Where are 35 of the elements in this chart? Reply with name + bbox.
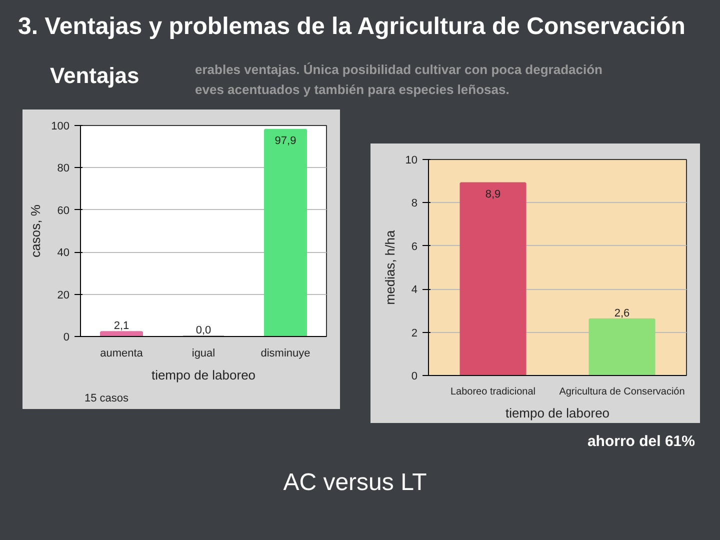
data-label: 2,6 [614,307,630,320]
y-tick-label: 0 [411,370,418,382]
y-tick-label: 100 [51,120,70,132]
x-tick-label: igual [192,348,216,360]
y-tick-label: 40 [57,247,70,260]
text: ahorro del 61% [587,432,695,452]
data-label: 8,9 [485,188,501,200]
text: AC versus LT [283,468,427,498]
x-axis-title: tiempo de laboreo [151,368,256,382]
y-tick-label: 4 [411,284,418,296]
y-tick-label: 80 [57,162,70,175]
y-tick-label: 2 [411,327,418,340]
text: eves acentuados y también para especies leñosas. [195,82,510,97]
y-tick-label: 8 [411,198,418,210]
text: 15 casos [84,392,130,404]
y-tick-label: 20 [57,289,70,302]
y-axis-title: casos, % [28,204,44,258]
data-label: 2,1 [114,320,130,332]
chart-title: 3. Ventajas y problemas de la Agricultura de Conservación [18,12,686,42]
y-tick-label: 6 [411,240,418,253]
x-tick-label: disminuye [260,348,310,360]
bar [264,128,307,336]
y-tick-label: 0 [63,332,70,344]
x-tick-label: aumenta [100,348,144,360]
text: Ventajas [50,62,140,90]
y-tick-label: 60 [57,204,70,217]
x-tick-label: Agricultura de Conservación [559,386,685,398]
text: erables ventajas. Única posibilidad cultivar con poca degradación [195,62,602,77]
data-label: 97,9 [274,134,296,147]
x-tick-label: Laboreo tradicional [450,386,536,398]
bar [100,331,143,336]
data-label: 0,0 [196,324,212,336]
y-axis-title: medias, h/ha [382,230,398,305]
x-axis-title: tiempo de laboreo [505,406,610,420]
y-tick-label: 10 [405,154,418,166]
